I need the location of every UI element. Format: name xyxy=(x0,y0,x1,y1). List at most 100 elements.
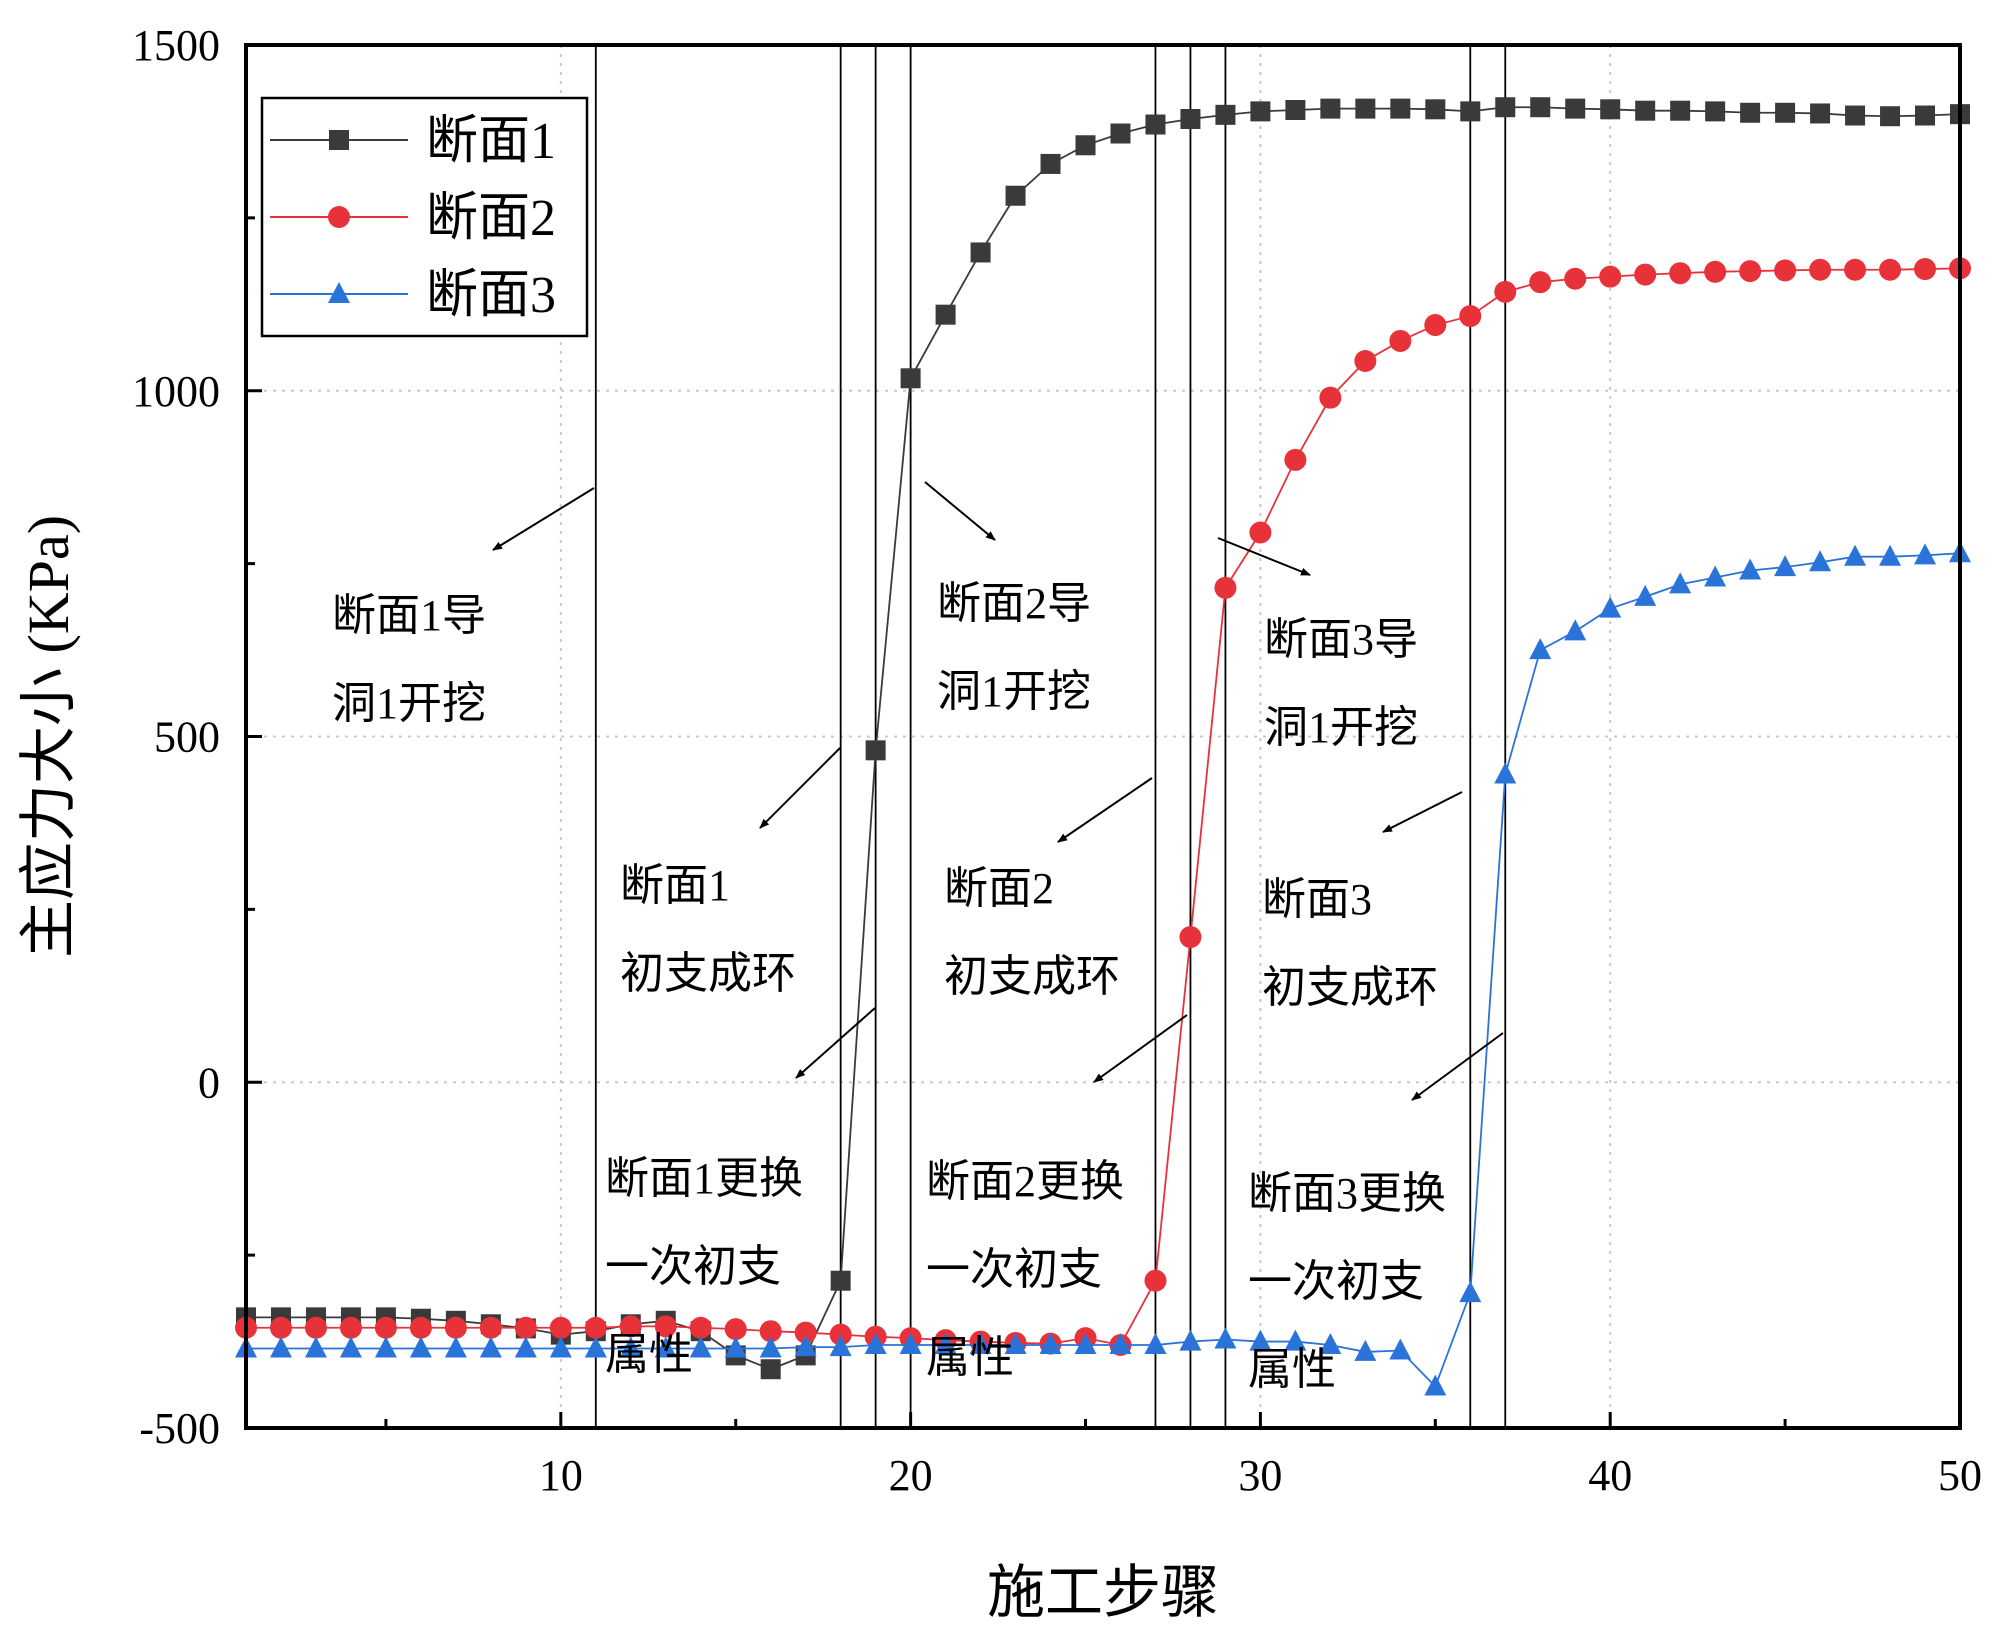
event-lines xyxy=(594,45,1507,1428)
series-3-point xyxy=(304,1336,327,1358)
series-2-point xyxy=(1879,258,1902,281)
x-axis-title: 施工步骤 xyxy=(987,1560,1219,1625)
series-2-point xyxy=(829,1323,852,1346)
annotation-text: 初支成环 xyxy=(944,952,1120,1001)
series-1-point xyxy=(1705,101,1726,122)
series-2-point xyxy=(1704,260,1727,283)
series-1-point xyxy=(1355,98,1376,119)
series-1-point xyxy=(1530,97,1551,118)
annotation-text: 断面1 xyxy=(620,861,730,910)
series-3 xyxy=(235,541,1971,1396)
series-3-point xyxy=(549,1336,572,1358)
series-3-point xyxy=(1074,1333,1097,1355)
series-3-point xyxy=(444,1336,467,1358)
annotation-6: 断面3 初支成环 xyxy=(1262,791,1463,1012)
series-3-point xyxy=(514,1336,537,1358)
series-2-point xyxy=(514,1316,537,1339)
series-3-point xyxy=(409,1336,432,1358)
annotation-arrow xyxy=(492,487,595,551)
annotation-text: 属性 xyxy=(926,1333,1014,1382)
series-3-point xyxy=(1914,543,1937,565)
series-3-point xyxy=(1599,596,1622,618)
annotation-text: 属性 xyxy=(1248,1345,1336,1394)
series-1-point xyxy=(1635,100,1656,121)
series-2-point xyxy=(1774,259,1797,282)
annotation-text: 洞1开挖 xyxy=(937,667,1091,716)
series-3-point xyxy=(1669,572,1692,594)
series-2-point xyxy=(1669,262,1692,285)
series-3-point xyxy=(1284,1329,1307,1351)
series-3-point xyxy=(1774,555,1797,577)
annotation-text: 初支成环 xyxy=(620,949,796,998)
series-1-point xyxy=(1495,97,1516,118)
series-1-point xyxy=(1915,105,1936,126)
series-1-point xyxy=(1775,102,1796,123)
series-3-point xyxy=(969,1333,992,1355)
series-3-point xyxy=(1109,1333,1132,1355)
series-2-point xyxy=(549,1316,572,1339)
series-3-point xyxy=(1879,544,1902,566)
series-3-point xyxy=(1494,762,1517,784)
series-3-point xyxy=(1249,1329,1272,1351)
series-3-point xyxy=(1039,1333,1062,1355)
series-3-point xyxy=(339,1336,362,1358)
series-2-point xyxy=(1459,305,1482,328)
legend-label: 断面2 xyxy=(426,190,556,247)
y-tick-label: 500 xyxy=(154,713,220,762)
series-1-point xyxy=(970,242,991,263)
legend-label: 断面3 xyxy=(426,267,556,324)
series-3-point xyxy=(269,1336,292,1358)
annotation-text: 断面2 xyxy=(944,864,1054,913)
series-3-point xyxy=(1354,1339,1377,1361)
annotation-text: 一次初支 xyxy=(1248,1257,1424,1306)
series-2-point xyxy=(1599,265,1622,288)
series-1-point xyxy=(830,1270,851,1291)
series-3-point xyxy=(1844,544,1867,566)
annotation-text: 断面1导 xyxy=(332,591,486,640)
series-2-point xyxy=(1389,329,1412,352)
series-3-point xyxy=(1144,1333,1167,1355)
series-2-point xyxy=(759,1320,782,1343)
annotation-text: 断面2更换 xyxy=(926,1157,1124,1206)
series-3-point xyxy=(619,1336,642,1358)
annotation-arrow xyxy=(924,481,996,541)
y-axis-title: 主应力大小 (KPa) xyxy=(16,515,81,958)
series-2-point xyxy=(479,1316,502,1339)
series-3-point xyxy=(689,1336,712,1358)
series-2-point xyxy=(1494,280,1517,303)
series-1-point xyxy=(760,1359,781,1380)
annotation-text: 一次初支 xyxy=(926,1245,1102,1294)
annotation-arrow xyxy=(1057,777,1153,843)
series-2-point xyxy=(1319,386,1342,409)
series-1-point xyxy=(900,368,921,389)
series-1-point xyxy=(1110,123,1131,144)
series-1-point xyxy=(1320,98,1341,119)
annotation-arrow xyxy=(759,747,841,829)
series-1-point xyxy=(1075,135,1096,156)
series-1-point xyxy=(865,740,886,761)
series-3-point xyxy=(1389,1338,1412,1360)
series-2-point xyxy=(619,1315,642,1338)
x-tick-label: 30 xyxy=(1238,1451,1282,1500)
series-3-point xyxy=(654,1336,677,1358)
legend-marker xyxy=(329,130,349,150)
annotation-text: 属性 xyxy=(605,1330,693,1379)
series-3-point xyxy=(1459,1281,1482,1303)
annotation-text: 断面1更换 xyxy=(605,1154,803,1203)
annotation-text: 洞1开挖 xyxy=(332,679,486,728)
annotation-text: 断面2导 xyxy=(937,579,1091,628)
legend-marker xyxy=(328,206,350,228)
series-1-point xyxy=(1565,98,1586,119)
series-1-point xyxy=(1285,100,1306,121)
series-1-point xyxy=(1460,101,1481,122)
annotation-text: 初支成环 xyxy=(1262,963,1438,1012)
series-2-point xyxy=(374,1316,397,1339)
series-2-point xyxy=(1424,314,1447,337)
series-2-point xyxy=(1179,926,1202,949)
series-2-point xyxy=(1249,521,1272,544)
series-1-point xyxy=(1880,106,1901,127)
